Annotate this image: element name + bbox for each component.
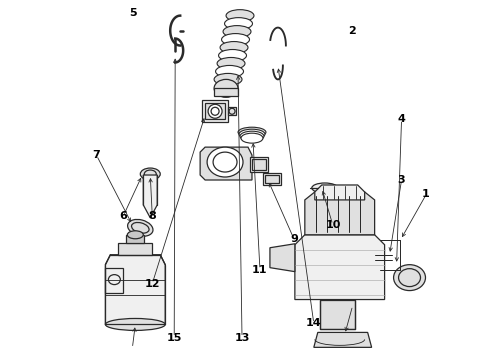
Bar [105, 268, 123, 293]
Text: 6: 6 [119, 211, 127, 221]
Text: 10: 10 [325, 220, 341, 230]
Ellipse shape [224, 18, 252, 30]
Ellipse shape [226, 10, 254, 22]
Polygon shape [314, 332, 371, 347]
Bar [205, 103, 225, 119]
Ellipse shape [223, 26, 251, 37]
Text: 8: 8 [148, 211, 156, 221]
Ellipse shape [105, 319, 165, 330]
Ellipse shape [312, 183, 338, 193]
Text: 13: 13 [235, 333, 250, 343]
Polygon shape [315, 185, 365, 200]
Ellipse shape [208, 104, 222, 118]
Ellipse shape [219, 50, 246, 62]
Ellipse shape [127, 231, 143, 239]
Ellipse shape [240, 131, 264, 141]
Polygon shape [295, 235, 385, 300]
Bar [263, 173, 281, 185]
Ellipse shape [214, 73, 242, 85]
Text: 2: 2 [348, 26, 356, 36]
Ellipse shape [239, 129, 265, 139]
Text: 12: 12 [145, 279, 160, 289]
Bar [250, 157, 268, 172]
Bar [214, 88, 238, 96]
Text: 14: 14 [306, 319, 321, 328]
Text: 4: 4 [397, 114, 405, 124]
Ellipse shape [220, 41, 248, 54]
Ellipse shape [127, 219, 153, 236]
Ellipse shape [221, 33, 249, 45]
Ellipse shape [140, 168, 160, 180]
Bar [202, 100, 228, 122]
Bar [228, 107, 236, 115]
Text: 15: 15 [167, 333, 182, 343]
Text: 9: 9 [290, 234, 298, 244]
Ellipse shape [207, 147, 243, 177]
Text: 1: 1 [422, 189, 430, 199]
Text: 5: 5 [129, 8, 136, 18]
Ellipse shape [238, 127, 266, 137]
Ellipse shape [214, 80, 238, 97]
Polygon shape [143, 175, 157, 218]
Text: 11: 11 [252, 265, 268, 275]
Ellipse shape [393, 265, 425, 291]
Ellipse shape [241, 133, 263, 143]
Polygon shape [305, 192, 375, 235]
Bar [126, 235, 144, 243]
Polygon shape [270, 244, 295, 272]
Polygon shape [320, 300, 355, 329]
Ellipse shape [217, 58, 245, 69]
Bar [265, 175, 279, 183]
Bar [119, 243, 152, 255]
Bar [252, 159, 266, 170]
Ellipse shape [216, 66, 244, 77]
Text: 3: 3 [397, 175, 405, 185]
Polygon shape [105, 255, 165, 324]
Polygon shape [200, 147, 252, 180]
Text: 7: 7 [92, 150, 100, 160]
